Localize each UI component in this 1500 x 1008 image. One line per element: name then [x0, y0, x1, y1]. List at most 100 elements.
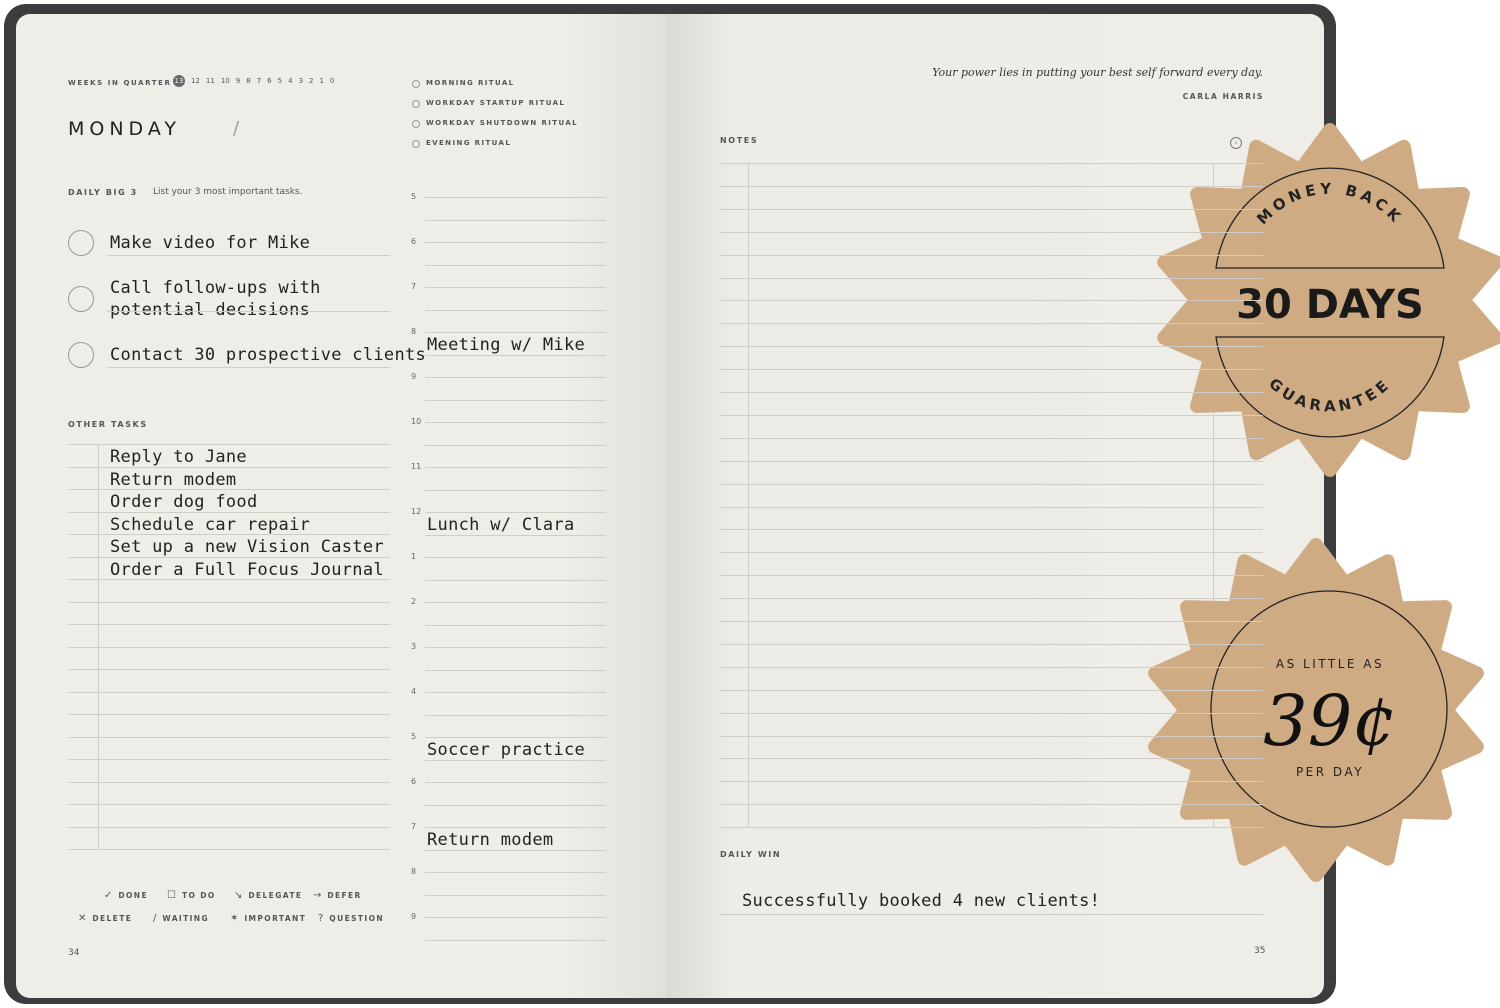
legend-important-icon: ✶ [230, 913, 245, 924]
other-task[interactable]: Schedule car repair [110, 514, 311, 535]
hour-label: 8 [411, 327, 417, 336]
schedule-entry[interactable]: Soccer practice [427, 740, 586, 760]
week-number[interactable]: 6 [267, 77, 272, 85]
legend-label: WAITING [162, 914, 210, 923]
legend-label: DONE [118, 891, 148, 900]
week-number[interactable]: 4 [288, 77, 293, 85]
big3-task[interactable]: Call follow-ups with potential decisions [110, 278, 321, 320]
hour-line [425, 242, 606, 243]
legend-item: ✶ IMPORTANT [230, 913, 306, 924]
hour-label: 5 [411, 732, 417, 741]
half-hour-line [425, 399, 606, 401]
half-hour-line [425, 894, 606, 896]
guarantee-badge-shape [1157, 123, 1500, 477]
legend-delegate-icon: ↘ [234, 890, 249, 901]
hour-label: 7 [411, 822, 417, 831]
task-line [68, 444, 390, 445]
notes-line [720, 643, 1263, 645]
week-number[interactable]: 9 [235, 77, 241, 85]
day-title: MONDAY [68, 118, 181, 140]
legend-label: DEFER [327, 891, 362, 900]
week-number[interactable]: 1 [319, 77, 324, 85]
notes-line [720, 735, 1263, 737]
notes-margin-right [1213, 163, 1214, 827]
task-line [68, 669, 390, 670]
clock-icon: › [1230, 137, 1242, 149]
legend-item: ? QUESTION [318, 913, 384, 924]
week-number[interactable]: 10 [220, 77, 230, 85]
schedule-entry[interactable]: Lunch w/ Clara [427, 515, 575, 535]
schedule-entry[interactable]: Meeting w/ Mike [427, 335, 586, 355]
hour-line [425, 692, 606, 693]
guarantee-arc-top [1215, 167, 1445, 269]
ritual-checkbox[interactable] [412, 140, 420, 148]
guarantee-badge [1215, 167, 1445, 438]
notes-line [720, 208, 1263, 210]
legend-item: → DEFER [313, 890, 362, 901]
notes-line [720, 437, 1263, 439]
notes-line [720, 483, 1263, 485]
notes-line [720, 185, 1263, 187]
hour-label: 9 [411, 372, 417, 381]
other-task[interactable]: Return modem [110, 469, 237, 490]
big3-checkbox[interactable] [68, 230, 94, 256]
week-number[interactable]: 8 [246, 77, 251, 85]
hour-label: 8 [411, 867, 417, 876]
other-task[interactable]: Set up a new Vision Caster [110, 537, 384, 557]
ritual-label: MORNING RITUAL [426, 79, 515, 87]
week-number[interactable]: 11 [205, 77, 215, 85]
week-number[interactable]: 12 [191, 77, 200, 85]
current-week-marker[interactable]: 13 [173, 75, 185, 87]
notes-line [720, 231, 1263, 233]
big3-hint: List your 3 most important tasks. [153, 187, 303, 197]
week-number[interactable]: 7 [256, 77, 262, 85]
task-line [68, 579, 390, 580]
hour-line [425, 557, 606, 558]
other-task[interactable]: Order a Full Focus Journal [110, 559, 384, 580]
big3-checkbox[interactable] [68, 286, 94, 312]
notes-line [720, 346, 1263, 348]
notes-line [720, 598, 1263, 600]
ritual-checkbox[interactable] [412, 120, 420, 128]
notes-label: NOTES [720, 136, 759, 145]
hour-line [425, 332, 606, 333]
schedule-entry[interactable]: Return modem [427, 830, 554, 850]
half-hour-line [425, 939, 606, 941]
hour-line [425, 287, 606, 288]
guarantee-main-text: 30 DAYS [1236, 282, 1424, 328]
hour-line [425, 377, 606, 378]
ritual-checkbox[interactable] [412, 80, 420, 88]
left-page [16, 14, 666, 998]
page-number-left: 34 [68, 948, 80, 958]
other-tasks-label: OTHER TASKS [68, 420, 148, 429]
daily-win-text[interactable]: Successfully booked 4 new clients! [742, 891, 1101, 911]
notes-line [720, 323, 1263, 325]
other-task[interactable]: Order dog food [110, 492, 258, 512]
big3-task[interactable]: Make video for Mike [110, 233, 311, 253]
hour-label: 12 [411, 507, 422, 516]
big3-line [107, 311, 390, 312]
hour-label: 1 [411, 552, 417, 561]
hour-line [425, 512, 606, 513]
big3-checkbox[interactable] [68, 342, 94, 368]
date-separator[interactable]: / [233, 118, 240, 139]
ritual-checkbox[interactable] [412, 100, 420, 108]
week-number[interactable]: 0 [329, 77, 335, 85]
week-number[interactable]: 5 [277, 77, 283, 85]
week-number[interactable]: 3 [298, 77, 304, 85]
task-line [68, 714, 390, 715]
half-hour-line [425, 624, 606, 626]
hour-label: 7 [411, 282, 417, 291]
task-line [68, 691, 390, 693]
hour-label: 5 [411, 192, 417, 201]
ritual-label: WORKDAY SHUTDOWN RITUAL [426, 119, 579, 127]
notes-margin-left [748, 163, 749, 827]
task-line [68, 511, 390, 513]
big3-line [107, 367, 390, 368]
hour-line [425, 872, 606, 873]
other-task[interactable]: Reply to Jane [110, 447, 247, 467]
week-number[interactable]: 2 [309, 77, 314, 85]
big3-task[interactable]: Contact 30 prospective clients [110, 345, 427, 365]
hour-line [425, 467, 606, 468]
legend-item: ☐ TO DO [167, 890, 216, 901]
